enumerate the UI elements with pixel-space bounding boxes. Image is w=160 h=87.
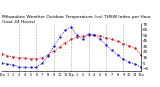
Text: Milwaukee Weather Outdoor Temperature (vs) THSW Index per Hour (Last 24 Hours): Milwaukee Weather Outdoor Temperature (v… — [2, 15, 150, 24]
